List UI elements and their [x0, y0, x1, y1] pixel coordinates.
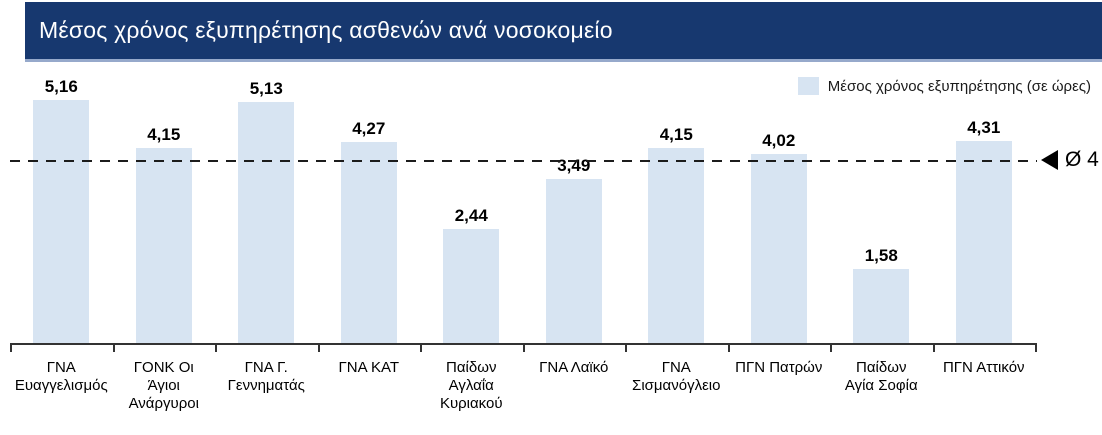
category-label-line: Ευαγγελισμός: [14, 377, 108, 394]
bar-value-label: 4,15: [147, 125, 181, 144]
category-label-line: Σισμανόγλειο: [632, 377, 721, 394]
category-label-line: ΓΝΑ ΚΑΤ: [338, 359, 400, 376]
category-label-line: Αγία Σοφία: [844, 377, 918, 394]
category-label: ΓΝΑ Σισμανόγλειο: [623, 359, 730, 395]
category-label-line: ΓΝΑ: [46, 359, 76, 376]
bar-value-label: 4,31: [967, 118, 1001, 137]
category-label-line: ΓΝΑ: [661, 359, 691, 376]
legend-swatch-icon: [797, 77, 819, 95]
axis-tick: [522, 344, 525, 352]
category-label-line: Κυριακού: [439, 395, 503, 412]
axis-tick: [932, 344, 935, 352]
bar-value-label: 5,16: [44, 77, 78, 96]
average-label: Ø 4: [1065, 148, 1099, 171]
category-label-line: Ανάργυροι: [128, 395, 199, 412]
page-title: Μέσος χρόνος εξυπηρέτησης ασθενών ανά νο…: [39, 17, 613, 43]
bar-value-label: 1,58: [864, 246, 898, 265]
category-label-line: ΓΟΝΚ Οι: [133, 359, 194, 376]
category-label-line: ΓΝΑ Γ.: [244, 359, 288, 376]
category-label: Παίδων Αγία Σοφία: [828, 359, 935, 395]
axis-tick: [727, 344, 730, 352]
axis-tick: [215, 344, 217, 352]
bar: [135, 148, 192, 344]
bar-value-label: 4,27: [352, 119, 386, 138]
category-label: ΓΝΑ Λαϊκό: [521, 359, 628, 377]
category-label-line: Αγλαΐα: [448, 377, 494, 394]
axis-tick: [830, 344, 832, 352]
left-triangle-icon: [1041, 150, 1058, 170]
axis-tick: [1035, 344, 1037, 352]
axis-tick: [625, 344, 627, 352]
category-label-line: ΠΓΝ Πατρών: [735, 359, 823, 376]
category-label: ΠΓΝ Αττικόν: [931, 359, 1038, 377]
category-label: ΓΟΝΚ Οι Άγιοι Ανάργυροι: [111, 359, 218, 413]
legend-label: Μέσος χρόνος εξυπηρέτησης (σε ώρες): [827, 77, 1091, 95]
category-label-line: ΓΝΑ Λαϊκό: [539, 359, 609, 376]
category-label: ΓΝΑ Ευαγγελισμός: [8, 359, 115, 395]
category-label-line: Άγιοι: [147, 377, 180, 394]
bar-value-label: 4,15: [659, 125, 693, 144]
bar: [853, 269, 910, 344]
axis-tick: [420, 344, 422, 352]
bar-value-label: 4,02: [762, 131, 796, 150]
bar-value-label: 2,44: [454, 206, 488, 225]
category-label: ΓΝΑ Γ. Γεννηματάς: [213, 359, 320, 395]
bar: [648, 148, 705, 344]
bar-value-label: 5,13: [249, 79, 283, 98]
bar: [33, 100, 90, 344]
category-label: ΠΓΝ Πατρών: [726, 359, 833, 377]
bar: [443, 229, 500, 344]
axis-tick: [317, 344, 320, 352]
chart-title-bar: Μέσος χρόνος εξυπηρέτησης ασθενών ανά νο…: [25, 2, 1102, 62]
category-label: Παίδων Αγλαΐα Κυριακού: [418, 359, 525, 413]
legend: Μέσος χρόνος εξυπηρέτησης (σε ώρες): [797, 77, 1091, 95]
bar: [238, 102, 295, 344]
category-label-line: ΠΓΝ Αττικόν: [942, 359, 1025, 376]
category-label: ΓΝΑ ΚΑΤ: [316, 359, 423, 377]
bar: [955, 141, 1012, 344]
axis-tick: [10, 344, 12, 352]
average-marker: Ø 4: [1041, 148, 1099, 172]
x-axis-line: [10, 343, 1037, 345]
bar: [340, 142, 397, 344]
bar: [750, 154, 807, 344]
bar: [545, 179, 602, 344]
average-line: [10, 160, 1037, 162]
category-label-line: Παίδων: [446, 359, 497, 376]
axis-tick: [112, 344, 115, 352]
category-label-line: Παίδων: [856, 359, 907, 376]
category-label-line: Γεννηματάς: [227, 377, 305, 394]
